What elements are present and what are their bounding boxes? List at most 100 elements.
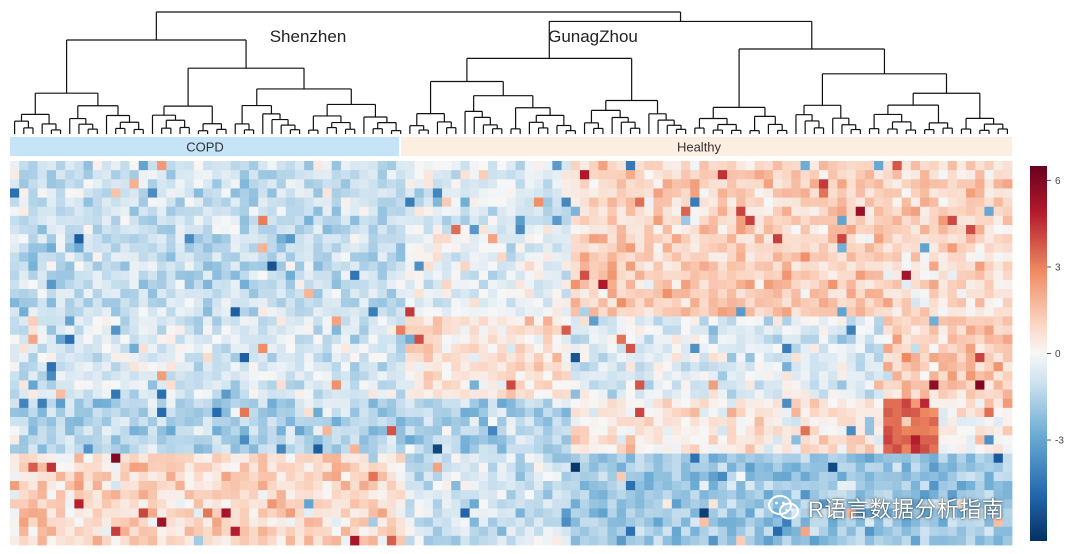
heatmap-cell [506,444,516,454]
heatmap-cell [460,179,471,189]
heatmap-cell [515,353,526,363]
heatmap-cell [166,380,176,390]
heatmap-cell [754,417,765,427]
heatmap-cell [386,234,397,244]
heatmap-cell [506,170,516,180]
heatmap-cell [313,206,323,217]
heatmap-cell [910,426,921,436]
heatmap-cell [101,170,112,180]
heatmap-cell [920,380,930,390]
heatmap-cell [184,398,195,409]
heatmap-cell [396,215,406,226]
heatmap-cell [432,462,443,473]
heatmap-cell [451,188,461,198]
heatmap-cell [221,343,232,354]
heatmap-cell [956,279,967,290]
heatmap-cell [267,453,277,464]
heatmap-cell [249,343,259,354]
heatmap-cell [432,307,443,317]
heatmap-cell [138,279,149,290]
heatmap-cell [625,417,636,427]
heatmap-cell [497,353,507,363]
heatmap-cell [975,398,985,409]
heatmap-cell [267,490,277,500]
heatmap-cell [662,225,673,235]
heatmap-cell [350,380,360,390]
heatmap-cell [947,380,958,390]
heatmap-cell [313,490,323,500]
heatmap-cell [892,334,903,345]
heatmap-cell [671,261,682,272]
heatmap-cell [239,444,250,454]
heatmap-cell [166,362,176,372]
heatmap-cell [184,508,195,518]
heatmap-cell [267,225,277,235]
heatmap-cell [497,535,507,546]
heatmap-cell [524,170,535,180]
heatmap-cell [754,170,765,180]
heatmap-cell [74,270,84,281]
heatmap-cell [175,206,186,217]
heatmap-cell [809,444,820,454]
heatmap-cell [37,435,48,445]
heatmap-cell [883,517,893,528]
heatmap-cell [874,389,884,400]
heatmap-cell [644,508,654,518]
heatmap-cell [285,471,296,482]
heatmap-cell [947,307,958,317]
heatmap-cell [598,261,608,272]
heatmap-cell [966,307,976,317]
heatmap-cell [772,215,783,226]
heatmap-cell [855,490,866,500]
heatmap-cell [662,316,673,326]
heatmap-cell [147,206,158,217]
heatmap-cell [855,298,866,308]
heatmap-cell [92,298,103,308]
heatmap-cell [864,325,875,336]
heatmap-cell [28,215,38,226]
heatmap-cell [791,298,801,308]
heatmap-cell [947,526,958,537]
heatmap-cell [147,517,158,528]
heatmap-cell [708,526,719,537]
heatmap-cell [818,215,829,226]
heatmap-cell [892,389,903,400]
heatmap-cell [727,535,737,546]
heatmap-cell [671,197,682,208]
heatmap-cell [83,471,94,482]
heatmap-cell [561,289,572,299]
heatmap-cell [956,234,967,244]
heatmap-cell [276,517,287,528]
heatmap-cell [745,270,755,281]
heatmap-cell [717,325,728,336]
heatmap-cell [874,462,884,473]
heatmap-cell [754,343,765,354]
heatmap-cell [46,508,57,518]
heatmap-cell [377,371,388,381]
heatmap-cell [589,481,599,491]
heatmap-cell [570,535,581,546]
heatmap-cell [1002,389,1013,400]
heatmap-cell [147,325,158,336]
heatmap-cell [28,197,38,208]
heatmap-cell [37,261,48,272]
heatmap-cell [929,526,939,537]
heatmap-cell [984,279,995,290]
heatmap-cell [304,426,314,436]
heatmap-cell [359,444,369,454]
heatmap-cell [74,444,84,454]
heatmap-cell [157,353,167,363]
heatmap-cell [717,270,728,281]
heatmap-cell [10,307,20,317]
heatmap-cell [598,325,608,336]
heatmap-cell [772,343,783,354]
heatmap-cell [442,316,452,326]
heatmap-cell [414,170,425,180]
heatmap-cell [533,343,544,354]
heatmap-cell [791,243,801,253]
heatmap-cell [322,453,333,464]
heatmap-cell [74,535,84,546]
heatmap-cell [690,325,700,336]
heatmap-cell [635,407,645,418]
heatmap-cell [901,334,912,345]
